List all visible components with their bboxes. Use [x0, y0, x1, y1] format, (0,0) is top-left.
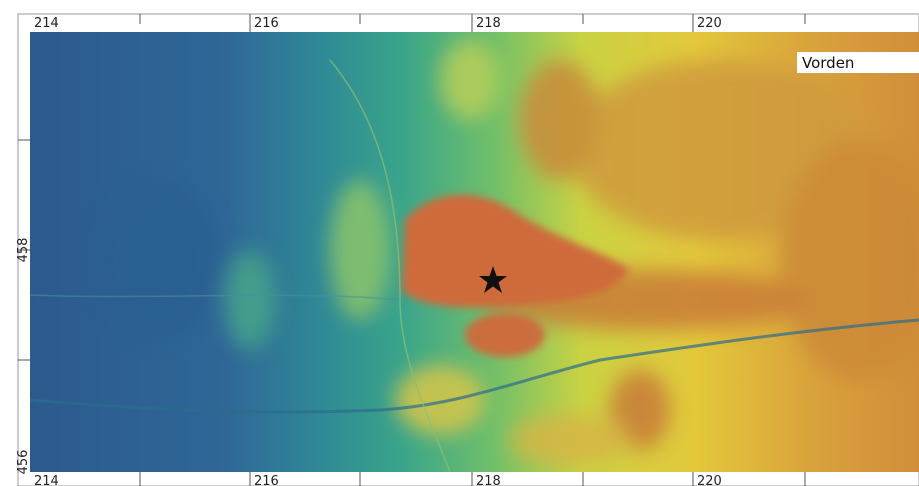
x-tick-label: 214 — [34, 474, 59, 486]
x-tick-label: 218 — [476, 16, 501, 31]
x-tick-label: 216 — [254, 16, 279, 31]
page: 214 216 218 220 214 216 218 220 458 456 … — [0, 0, 919, 486]
map-figure: 214 216 218 220 214 216 218 220 458 456 … — [0, 0, 919, 486]
x-tick-label: 220 — [697, 16, 722, 31]
y-tick-label: 456 — [16, 450, 31, 475]
x-tick-label: 220 — [697, 474, 722, 486]
x-tick-label: 218 — [476, 474, 501, 486]
elevation-raster — [30, 32, 919, 472]
x-tick-label: 216 — [254, 474, 279, 486]
place-label: Vorden — [802, 54, 854, 72]
x-tick-label: 214 — [34, 16, 59, 31]
y-tick-label: 458 — [16, 238, 31, 263]
